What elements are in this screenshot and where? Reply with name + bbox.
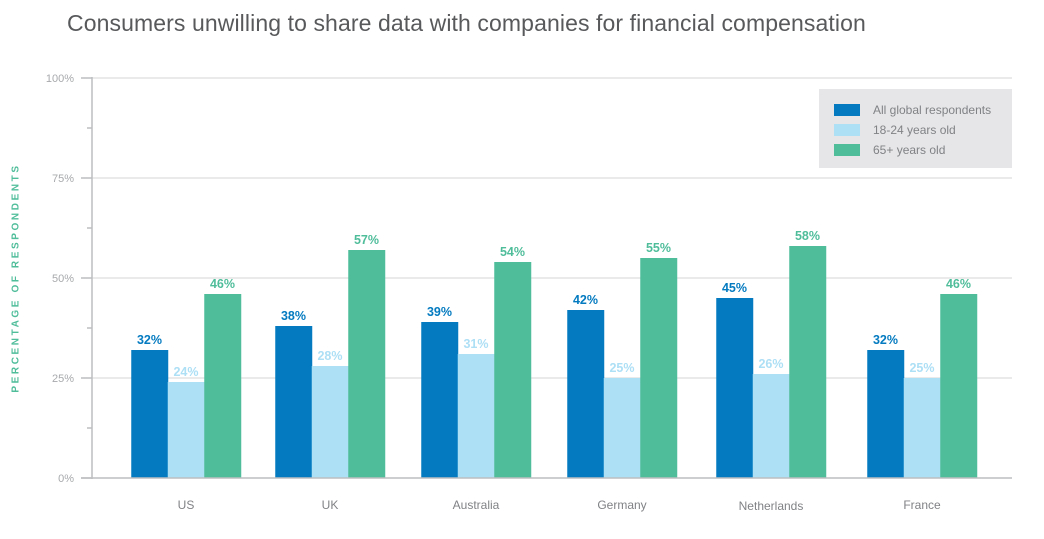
data-label: 46% xyxy=(946,277,971,291)
data-label: 55% xyxy=(646,241,671,255)
data-label: 54% xyxy=(500,245,525,259)
bar-65-years-old-us xyxy=(204,294,242,478)
legend-swatch-18-24 xyxy=(834,124,860,136)
bar-18-24-years-old-uk xyxy=(311,366,349,478)
bar-all-global-respondents-france xyxy=(867,350,905,478)
data-label: 24% xyxy=(173,365,198,379)
y-tick-label: 75% xyxy=(52,173,74,185)
x-tick-label: Australia xyxy=(453,498,500,512)
data-label: 58% xyxy=(795,229,820,243)
data-label: 46% xyxy=(210,277,235,291)
y-tick-label: 100% xyxy=(46,73,74,85)
bar-all-global-respondents-uk xyxy=(275,326,313,478)
legend-label: 65+ years old xyxy=(873,143,946,157)
y-tick-label: 0% xyxy=(58,473,74,485)
legend-item-18-24: 18-24 years old xyxy=(834,123,956,137)
data-label: 31% xyxy=(463,337,488,351)
legend-swatch-all-global xyxy=(834,104,860,116)
bar-all-global-respondents-australia xyxy=(421,322,459,478)
data-label: 26% xyxy=(758,357,783,371)
y-tick-label: 25% xyxy=(52,373,74,385)
bar-18-24-years-old-netherlands xyxy=(752,374,790,478)
bar-18-24-years-old-germany xyxy=(603,378,641,478)
data-label: 57% xyxy=(354,233,379,247)
bar-65-years-old-netherlands xyxy=(789,246,827,478)
bar-65-years-old-germany xyxy=(640,258,678,478)
bar-65-years-old-australia xyxy=(494,262,532,478)
x-tick-label: Netherlands xyxy=(739,499,804,513)
bar-18-24-years-old-us xyxy=(167,382,205,478)
bar-18-24-years-old-australia xyxy=(457,354,495,478)
bar-all-global-respondents-us xyxy=(131,350,169,478)
bar-65-years-old-uk xyxy=(348,250,386,478)
data-label: 25% xyxy=(909,361,934,375)
data-label: 39% xyxy=(427,305,452,319)
chart-title: Consumers unwilling to share data with c… xyxy=(67,10,866,36)
x-tick-label: Germany xyxy=(597,498,646,512)
legend-item-65-plus: 65+ years old xyxy=(834,143,945,157)
legend-item-all-global: All global respondents xyxy=(834,103,991,117)
data-label: 38% xyxy=(281,309,306,323)
data-label: 32% xyxy=(873,333,898,347)
data-label: 42% xyxy=(573,293,598,307)
bar-65-years-old-france xyxy=(940,294,978,478)
legend: All global respondents 18-24 years old 6… xyxy=(819,89,1012,168)
legend-swatch-65-plus xyxy=(834,144,860,156)
x-tick-label: UK xyxy=(322,498,339,512)
bar-18-24-years-old-france xyxy=(903,378,941,478)
legend-label: All global respondents xyxy=(873,103,992,117)
data-label: 28% xyxy=(317,349,342,363)
x-tick-label: France xyxy=(903,498,941,512)
data-label: 45% xyxy=(722,281,747,295)
y-tick-label: 50% xyxy=(52,273,74,285)
x-tick-label: US xyxy=(178,498,195,512)
legend-label: 18-24 years old xyxy=(873,123,956,137)
data-label: 25% xyxy=(609,361,634,375)
bar-all-global-respondents-germany xyxy=(567,310,605,478)
bar-all-global-respondents-netherlands xyxy=(716,298,754,478)
data-label: 32% xyxy=(137,333,162,347)
